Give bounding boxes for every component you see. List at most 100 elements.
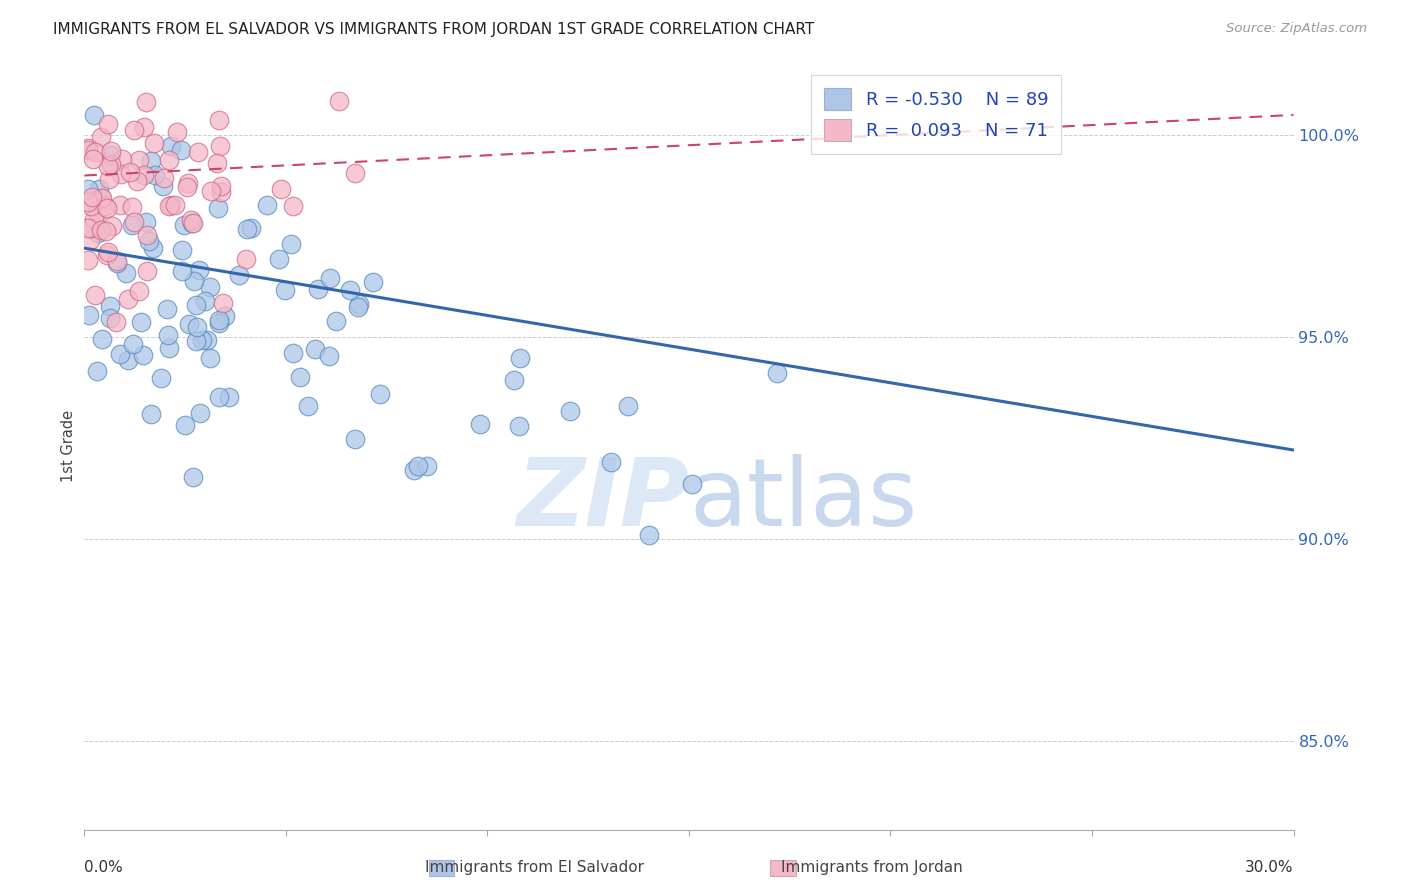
- Point: [508, 419, 530, 434]
- Point: [77, 221, 100, 235]
- Point: [138, 234, 160, 248]
- Point: [135, 227, 157, 242]
- Point: [191, 333, 214, 347]
- Point: [97, 117, 120, 131]
- Point: [122, 215, 145, 229]
- Point: [82, 153, 104, 167]
- Point: [153, 170, 176, 185]
- Text: 30.0%: 30.0%: [1246, 860, 1294, 875]
- Point: [104, 315, 127, 329]
- Point: [136, 264, 159, 278]
- Point: [79, 233, 101, 247]
- Point: [207, 156, 229, 170]
- Point: [404, 462, 426, 476]
- Point: [318, 349, 340, 363]
- Point: [166, 125, 188, 139]
- Point: [86, 205, 108, 219]
- Point: [637, 528, 659, 542]
- Point: [134, 120, 156, 135]
- Point: [83, 145, 105, 159]
- Point: [361, 275, 384, 289]
- Point: [134, 168, 156, 182]
- Point: [90, 332, 112, 346]
- Point: [115, 266, 138, 280]
- Point: [209, 179, 232, 194]
- Point: [157, 199, 180, 213]
- Point: [118, 165, 141, 179]
- Point: [117, 352, 139, 367]
- Point: [77, 141, 100, 155]
- Point: [90, 129, 112, 144]
- Point: [503, 373, 526, 387]
- Point: [83, 108, 105, 122]
- Point: [617, 399, 640, 413]
- Point: [108, 198, 131, 212]
- Point: [214, 309, 236, 323]
- Point: [160, 139, 183, 153]
- Text: ZIP: ZIP: [516, 454, 689, 546]
- Point: [117, 293, 139, 307]
- Point: [100, 148, 122, 162]
- Point: [142, 241, 165, 255]
- Point: [94, 224, 117, 238]
- Point: [121, 200, 143, 214]
- Point: [96, 201, 118, 215]
- Point: [170, 143, 193, 157]
- Point: [157, 153, 180, 167]
- Point: [100, 144, 122, 158]
- Point: [304, 342, 326, 356]
- Point: [152, 178, 174, 193]
- Point: [186, 319, 208, 334]
- Point: [236, 222, 259, 236]
- Point: [94, 199, 117, 213]
- Point: [200, 184, 222, 198]
- Point: [77, 308, 100, 322]
- Point: [558, 404, 581, 418]
- Point: [195, 334, 218, 348]
- Point: [176, 180, 198, 194]
- Point: [183, 274, 205, 288]
- Point: [170, 243, 193, 257]
- Point: [122, 337, 145, 351]
- Point: [87, 182, 110, 196]
- Point: [187, 263, 209, 277]
- Point: [187, 145, 209, 159]
- Point: [160, 198, 183, 212]
- Point: [77, 182, 100, 196]
- Point: [280, 237, 302, 252]
- Point: [122, 123, 145, 137]
- Point: [170, 264, 193, 278]
- Point: [198, 280, 221, 294]
- Point: [107, 254, 129, 268]
- Point: [239, 221, 262, 235]
- Point: [83, 211, 105, 226]
- Y-axis label: 1st Grade: 1st Grade: [60, 410, 76, 482]
- Point: [599, 454, 621, 468]
- Point: [121, 219, 143, 233]
- Point: [256, 198, 278, 212]
- Point: [77, 194, 100, 209]
- Point: [125, 174, 148, 188]
- Text: atlas: atlas: [689, 454, 917, 546]
- Point: [135, 215, 157, 229]
- Point: [128, 153, 150, 167]
- Text: Immigrants from Jordan: Immigrants from Jordan: [780, 860, 963, 874]
- Point: [207, 201, 229, 215]
- Point: [97, 160, 120, 174]
- Point: [177, 317, 200, 331]
- Point: [186, 298, 208, 312]
- Point: [176, 176, 198, 190]
- Point: [165, 198, 187, 212]
- Point: [128, 284, 150, 298]
- Point: [181, 216, 204, 230]
- Point: [344, 166, 367, 180]
- Point: [156, 301, 179, 316]
- Point: [415, 458, 437, 473]
- Point: [228, 268, 250, 282]
- Point: [347, 296, 370, 310]
- Point: [79, 199, 101, 213]
- Point: [183, 470, 205, 484]
- Point: [141, 154, 163, 169]
- Point: [343, 432, 366, 446]
- Point: [173, 218, 195, 232]
